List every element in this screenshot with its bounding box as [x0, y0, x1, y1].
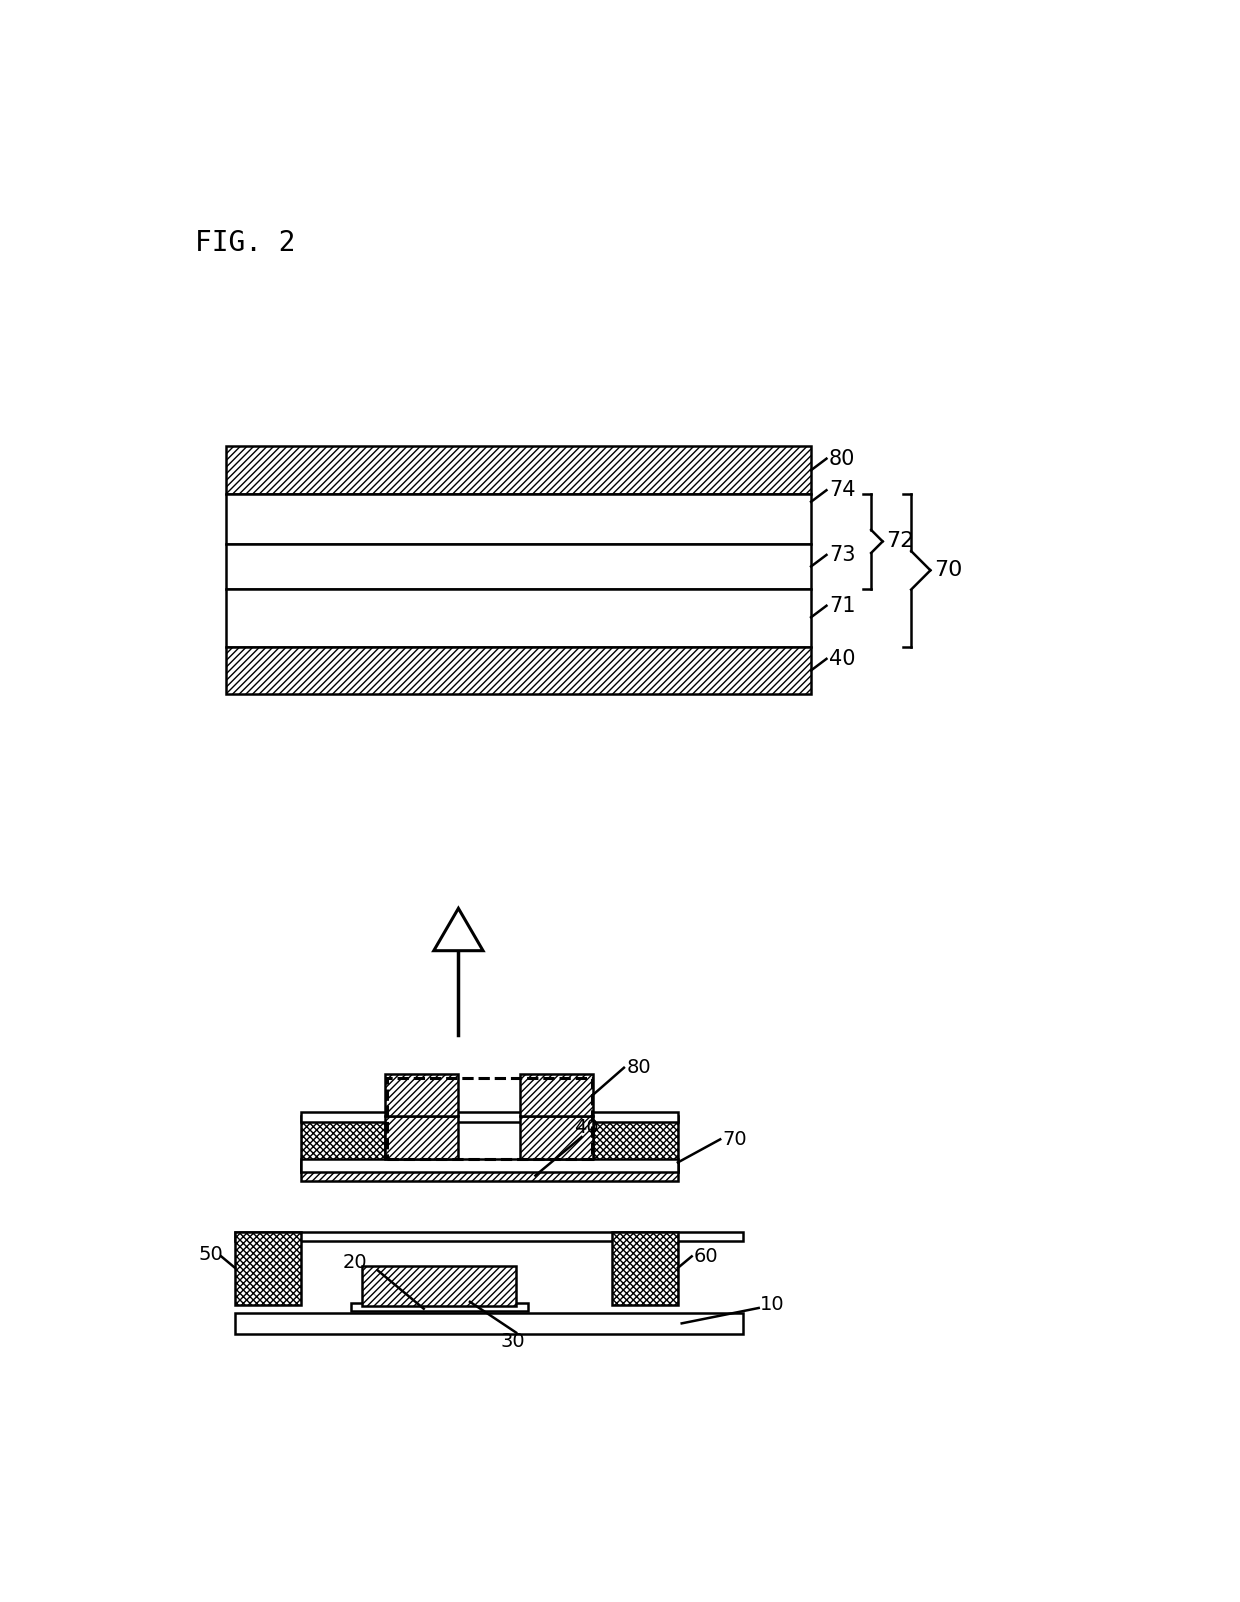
Text: 10: 10 — [760, 1294, 785, 1314]
Bar — [613, 1232, 678, 1306]
Bar — [226, 447, 811, 493]
Text: 80: 80 — [626, 1059, 651, 1077]
Bar — [300, 1169, 678, 1181]
Text: 71: 71 — [828, 596, 856, 615]
Text: 70: 70 — [934, 561, 962, 580]
Bar — [236, 1232, 743, 1242]
Bar — [300, 1163, 678, 1171]
Bar — [520, 1073, 593, 1117]
Text: 30: 30 — [501, 1333, 526, 1352]
Bar — [226, 545, 811, 590]
Text: 70: 70 — [723, 1129, 748, 1149]
Text: 40: 40 — [828, 649, 856, 670]
Text: 72: 72 — [887, 532, 915, 551]
Bar — [300, 1117, 386, 1169]
Bar — [236, 1312, 743, 1334]
Bar — [593, 1117, 678, 1169]
Bar — [300, 1158, 678, 1173]
Text: 80: 80 — [828, 449, 856, 469]
Bar — [362, 1267, 516, 1306]
Text: 60: 60 — [694, 1246, 719, 1266]
Text: 74: 74 — [828, 481, 856, 500]
Text: 20: 20 — [343, 1253, 367, 1272]
Bar — [226, 647, 811, 694]
Bar — [386, 1117, 459, 1158]
Text: 50: 50 — [198, 1245, 223, 1264]
Bar — [387, 1078, 591, 1158]
Bar — [386, 1073, 459, 1117]
Text: 40: 40 — [574, 1118, 599, 1137]
Polygon shape — [434, 908, 484, 950]
Bar — [351, 1304, 528, 1310]
Bar — [226, 493, 811, 545]
Bar — [300, 1112, 678, 1121]
Text: FIG. 2: FIG. 2 — [195, 229, 295, 258]
Bar — [520, 1117, 593, 1158]
Bar — [226, 590, 811, 647]
Text: 73: 73 — [828, 545, 856, 566]
Bar — [236, 1232, 300, 1306]
